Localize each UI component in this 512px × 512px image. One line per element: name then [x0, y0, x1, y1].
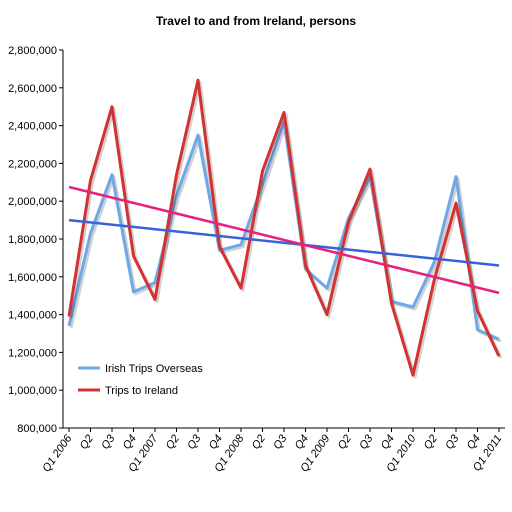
x-tick-label: Q3	[271, 432, 290, 452]
y-tick-label: 1,400,000	[8, 310, 57, 322]
x-tick-label: Q3	[357, 432, 376, 452]
y-tick-label: 2,800,000	[8, 45, 57, 57]
x-tick-label: Q4	[379, 433, 397, 452]
y-tick-label: 2,600,000	[8, 83, 57, 95]
x-tick-label: Q2	[78, 433, 96, 452]
x-tick-label: Q3	[99, 432, 118, 452]
x-tick-label: Q4	[121, 433, 139, 452]
y-tick-label: 2,000,000	[8, 196, 57, 208]
y-tick-label: 800,000	[17, 423, 57, 435]
legend-label: Irish Trips Overseas	[105, 363, 203, 375]
series-shadow	[69, 122, 502, 343]
x-tick-label: Q2	[336, 433, 354, 452]
legend-label: Trips to Ireland	[105, 385, 178, 397]
trendline-trips-to-ireland	[68, 185, 500, 295]
y-tick-label: 1,800,000	[8, 234, 57, 246]
x-tick-label: Q4	[293, 433, 311, 452]
x-tick-label: Q2	[250, 433, 268, 452]
y-tick-label: 1,200,000	[8, 347, 57, 359]
x-tick-label: Q2	[164, 433, 182, 452]
x-tick-label: Q3	[185, 432, 204, 452]
chart-title: Travel to and from Ireland, persons	[155, 14, 357, 28]
trendline-irish-trips-overseas	[68, 218, 500, 267]
y-tick-label: 2,200,000	[8, 158, 57, 170]
y-tick-label: 1,000,000	[8, 385, 57, 397]
x-tick-label: Q2	[422, 433, 440, 452]
x-tick-label: Q4	[465, 433, 483, 452]
y-tick-label: 1,600,000	[8, 272, 57, 284]
x-tick-label: Q1 2006	[40, 432, 75, 474]
series-line-trips-to-ireland	[67, 78, 501, 377]
series-line-irish-trips-overseas	[67, 120, 500, 341]
x-tick-label: Q3	[443, 432, 462, 452]
x-tick-label: Q4	[207, 433, 225, 452]
y-tick-label: 2,400,000	[8, 121, 57, 133]
